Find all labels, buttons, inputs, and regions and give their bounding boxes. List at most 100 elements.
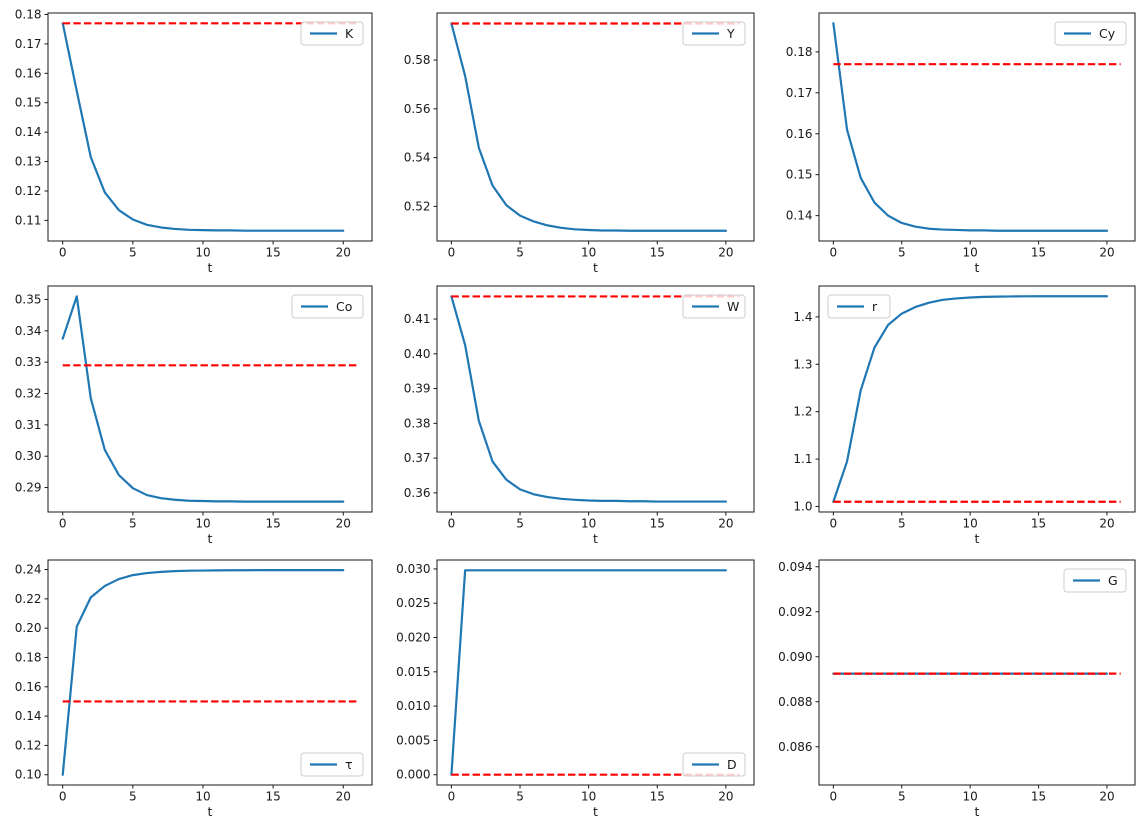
- chart-canvas-Co: 0 5 10 15 20 0.29 0.30 0.31 0.32 0.33 0.34 0.35 t Co: [15, 285, 373, 546]
- legend: K: [300, 21, 364, 46]
- legend: Co: [291, 294, 364, 319]
- x-tick-label: 10: [581, 517, 596, 531]
- x-tick-label: 0: [59, 517, 67, 531]
- y-tick-label: 0.30: [15, 449, 42, 463]
- y-tick-label: 0.088: [778, 695, 812, 709]
- y-tick-label: 0.34: [15, 324, 42, 338]
- x-tick-label: 15: [1031, 246, 1046, 260]
- y-tick-label: 0.12: [15, 738, 42, 752]
- y-tick-label: 0.030: [396, 562, 430, 576]
- subplot-w: 0 5 10 15 20 0.36 0.37 0.38 0.39 0.40 0.41 t W: [382, 279, 764, 558]
- y-tick-label: 0.13: [15, 155, 42, 169]
- y-tick-label: 0.17: [786, 86, 813, 100]
- chart-canvas-tau: 0 5 10 15 20 0.10 0.12 0.14 0.16 0.18 0.20 0.22 0.24…: [15, 559, 373, 819]
- chart-canvas-D: 0 5 10 15 20 0.000 0.005 0.010 0.015 0.020 0.025 0.…: [396, 559, 755, 819]
- chart-canvas-K: 0 5 10 15 20 0.11 0.12 0.13 0.14 0.15 0.16 0.17 0.18…: [15, 7, 373, 275]
- x-tick-label: 20: [1099, 246, 1114, 260]
- y-tick-label: 1.2: [793, 405, 812, 419]
- x-tick-label: 20: [718, 790, 733, 804]
- x-tick-label: 10: [963, 790, 978, 804]
- series-line-r: [832, 295, 1109, 503]
- x-axis-label: t: [975, 804, 980, 819]
- x-tick-label: 5: [516, 790, 524, 804]
- x-axis-label: t: [208, 531, 213, 546]
- x-tick-label: 20: [1099, 517, 1114, 531]
- x-tick-label: 5: [898, 790, 906, 804]
- y-tick-label: 0.086: [778, 740, 812, 754]
- x-tick-label: 0: [448, 790, 456, 804]
- y-tick-label: 1.4: [793, 310, 812, 324]
- subplot-y: 0 5 10 15 20 0.52 0.54 0.56 0.58 t Y: [382, 0, 764, 279]
- subplot-co: 0 5 10 15 20 0.29 0.30 0.31 0.32 0.33 0.34 0.35 t Co: [0, 279, 382, 558]
- legend: r: [827, 294, 891, 319]
- series-line-Cy: [832, 22, 1109, 232]
- x-tick-label: 15: [650, 246, 665, 260]
- subplot-k: 0 5 10 15 20 0.11 0.12 0.13 0.14 0.15 0.16 0.17 0.18…: [0, 0, 382, 279]
- legend: τ: [300, 752, 364, 777]
- x-tick-label: 20: [336, 517, 351, 531]
- x-tick-label: 0: [830, 517, 838, 531]
- x-tick-label: 10: [963, 517, 978, 531]
- x-tick-label: 5: [516, 246, 524, 260]
- x-tick-label: 10: [195, 517, 210, 531]
- series-line-Y: [450, 22, 727, 232]
- plot-frame: [436, 559, 755, 786]
- x-tick-label: 5: [516, 517, 524, 531]
- y-tick-label: 0.18: [15, 650, 42, 664]
- legend-label: Cy: [1099, 26, 1116, 41]
- x-tick-label: 0: [830, 790, 838, 804]
- x-tick-label: 20: [336, 246, 351, 260]
- y-tick-label: 0.15: [786, 168, 813, 182]
- y-tick-label: 0.094: [778, 560, 812, 574]
- x-axis-label: t: [975, 531, 980, 546]
- x-tick-label: 10: [581, 246, 596, 260]
- subplot-cy: 0 5 10 15 20 0.14 0.15 0.16 0.17 0.18 t Cy: [764, 0, 1145, 279]
- y-tick-label: 0.39: [404, 382, 431, 396]
- x-axis-label: t: [208, 260, 213, 275]
- x-tick-label: 5: [129, 246, 137, 260]
- x-tick-label: 15: [265, 246, 280, 260]
- y-tick-label: 0.33: [15, 355, 42, 369]
- y-tick-label: 0.56: [404, 102, 431, 116]
- y-tick-label: 0.22: [15, 592, 42, 606]
- x-tick-label: 5: [898, 517, 906, 531]
- x-tick-label: 15: [650, 517, 665, 531]
- x-tick-label: 20: [1099, 790, 1114, 804]
- y-tick-label: 0.015: [396, 665, 430, 679]
- y-tick-label: 0.32: [15, 387, 42, 401]
- plot-frame: [47, 559, 373, 786]
- subplot-d: 0 5 10 15 20 0.000 0.005 0.010 0.015 0.020 0.025 0.…: [382, 558, 764, 837]
- x-tick-label: 0: [830, 246, 838, 260]
- y-tick-label: 0.092: [778, 605, 812, 619]
- y-tick-label: 0.020: [396, 631, 430, 645]
- x-tick-label: 15: [1031, 517, 1046, 531]
- x-tick-label: 10: [195, 790, 210, 804]
- chart-canvas-G: 0 5 10 15 20 0.086 0.088 0.090 0.092 0.094 t G: [778, 559, 1136, 819]
- subplot-tau: 0 5 10 15 20 0.10 0.12 0.14 0.16 0.18 0.20 0.22 0.24…: [0, 558, 382, 837]
- y-tick-label: 0.090: [778, 650, 812, 664]
- series-line-W: [450, 295, 727, 503]
- y-tick-label: 0.38: [404, 416, 431, 430]
- y-tick-label: 0.36: [404, 486, 431, 500]
- plot-frame: [818, 12, 1136, 242]
- legend-label: K: [345, 26, 354, 41]
- legend-label: W: [727, 299, 739, 314]
- x-tick-label: 15: [1031, 790, 1046, 804]
- series-line-D: [450, 569, 727, 776]
- x-axis-label: t: [208, 804, 213, 819]
- y-tick-label: 0.14: [786, 209, 813, 223]
- plot-frame: [47, 12, 373, 242]
- x-tick-label: 20: [718, 246, 733, 260]
- y-tick-label: 0.58: [404, 53, 431, 67]
- x-tick-label: 5: [129, 517, 137, 531]
- plot-frame: [818, 285, 1136, 513]
- y-tick-label: 1.0: [793, 499, 812, 513]
- x-tick-label: 0: [448, 517, 456, 531]
- x-axis-label: t: [593, 531, 598, 546]
- y-tick-label: 0.37: [404, 451, 431, 465]
- y-tick-label: 0.20: [15, 621, 42, 635]
- x-tick-label: 0: [448, 246, 456, 260]
- x-tick-label: 10: [195, 246, 210, 260]
- plot-frame: [436, 285, 755, 513]
- chart-canvas-r: 0 5 10 15 20 1.0 1.1 1.2 1.3 1.4 t r: [793, 285, 1136, 546]
